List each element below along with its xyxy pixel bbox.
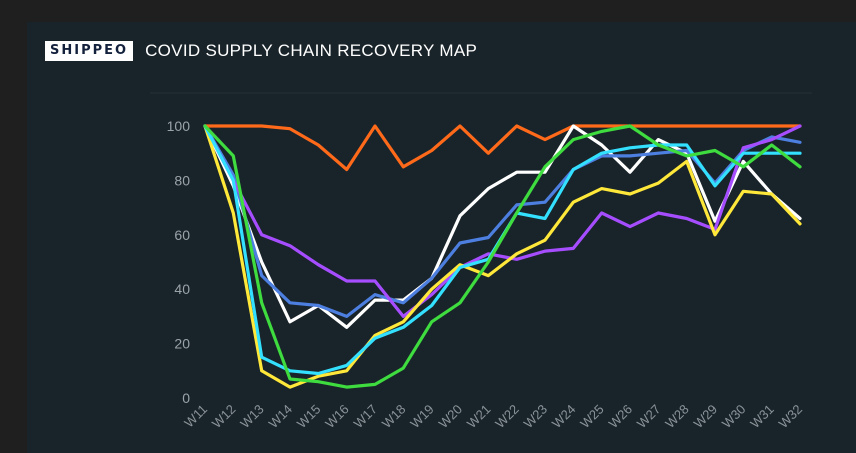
y-axis: 0 20 40 60 80 100 xyxy=(167,118,191,406)
x-tick-label: W27 xyxy=(634,402,664,432)
y-tick-label: 20 xyxy=(174,336,190,352)
series-line-7[interactable] xyxy=(203,124,802,389)
x-tick-label: W13 xyxy=(237,402,267,432)
x-tick-label: W29 xyxy=(691,402,721,432)
y-tick-label: 60 xyxy=(174,227,190,243)
series-line-4[interactable] xyxy=(203,124,802,318)
x-tick-label: W25 xyxy=(577,402,607,432)
x-tick-label: W23 xyxy=(521,402,551,432)
chart-panel: SHIPPEO COVID SUPPLY CHAIN RECOVERY MAP xyxy=(27,22,856,453)
x-tick-label: W17 xyxy=(351,402,381,432)
x-tick-label: W30 xyxy=(719,402,749,432)
x-tick-label: W24 xyxy=(549,402,579,432)
y-tick-label: 0 xyxy=(182,390,190,406)
shippeo-logo[interactable]: SHIPPEO xyxy=(45,41,134,61)
y-tick-label: 100 xyxy=(167,118,191,134)
x-tick-label: W32 xyxy=(776,402,806,432)
chart-title: COVID SUPPLY CHAIN RECOVERY MAP xyxy=(145,41,478,60)
x-tick-label: W20 xyxy=(436,402,466,432)
series-line-1[interactable] xyxy=(203,124,802,172)
x-tick-label: W18 xyxy=(379,402,409,432)
x-tick-label: W15 xyxy=(294,402,324,432)
x-tick-label: W19 xyxy=(407,402,437,432)
x-tick-label: W22 xyxy=(492,402,522,432)
series-layer xyxy=(203,124,802,389)
y-tick-label: 40 xyxy=(174,281,190,297)
x-axis: W11W12W13W14W15W16W17W18W19W20W21W22W23W… xyxy=(181,402,805,432)
chart-header: SHIPPEO COVID SUPPLY CHAIN RECOVERY MAP xyxy=(45,38,477,64)
x-tick-label: W21 xyxy=(464,402,494,432)
x-tick-label: W31 xyxy=(747,402,777,432)
y-tick-label: 80 xyxy=(174,172,190,188)
x-tick-label: W16 xyxy=(322,402,352,432)
x-tick-label: W28 xyxy=(662,402,692,432)
x-tick-label: W14 xyxy=(266,402,296,432)
x-tick-label: W12 xyxy=(209,402,239,432)
series-line-2[interactable] xyxy=(203,124,802,329)
x-tick-label: W26 xyxy=(606,402,636,432)
